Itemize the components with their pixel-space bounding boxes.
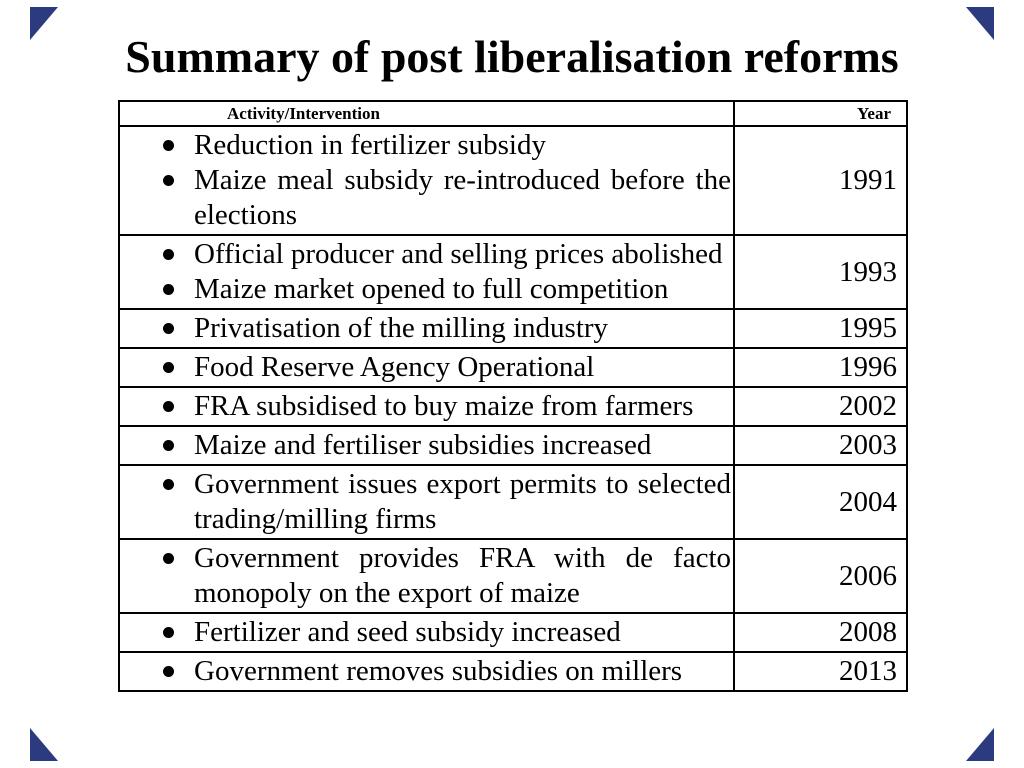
year-value: 2006 [839,559,897,592]
bullet-list: Official producer and selling prices abo… [120,237,733,307]
bullet-text: Privatisation of the milling industry [194,312,609,344]
table-row: Fertilizer and seed subsidy increased 20… [118,612,908,653]
bullet-icon [163,284,174,295]
year-cell: 1995 [733,308,908,349]
year-cell: 2002 [733,386,908,427]
bullet-list: FRA subsidised to buy maize from farmers [120,389,733,424]
year-cell: 1993 [733,234,908,310]
bullet-text: Maize and fertiliser subsidies increased [194,429,652,461]
bullet-list: Maize and fertiliser subsidies increased [120,428,733,463]
table-row: Reduction in fertilizer subsidy Maize me… [118,125,908,236]
year-value: 1991 [839,164,897,196]
table-row: Official producer and selling prices abo… [118,234,908,310]
bullet-icon [163,140,174,151]
column-header-activity: Activity/Intervention [118,100,735,127]
bullet-icon [163,323,174,334]
bullet-text: Government issues export permits to sele… [194,468,731,535]
bullet-list: Government removes subsidies on millers [120,654,733,689]
activity-cell: Food Reserve Agency Operational [118,347,735,388]
year-value: 1996 [839,351,897,383]
list-item: Government provides FRA with de facto mo… [120,541,733,611]
bullet-list: Reduction in fertilizer subsidy Maize me… [120,128,733,233]
activity-cell: Government provides FRA with de facto mo… [118,538,735,614]
activity-cell: Reduction in fertilizer subsidy Maize me… [118,125,735,236]
list-item: Maize market opened to full competition [120,272,733,307]
list-item: Government issues export permits to sele… [120,467,733,537]
bullet-list: Fertilizer and seed subsidy increased [120,615,733,650]
bullet-icon [163,175,174,186]
bullet-icon [163,249,174,260]
bullet-text: Maize market opened to full competition [194,273,669,305]
year-value: 2003 [839,429,897,461]
list-item: Official producer and selling prices abo… [120,237,733,272]
activity-cell: Maize and fertiliser subsidies increased [118,425,735,466]
list-item: Government removes subsidies on millers [120,654,733,689]
bullet-list: Food Reserve Agency Operational [120,350,733,385]
table-row: FRA subsidised to buy maize from farmers… [118,386,908,427]
activity-cell: Government removes subsidies on millers [118,651,735,692]
year-cell: 2004 [733,464,908,540]
year-cell: 1991 [733,125,908,236]
list-item: Reduction in fertilizer subsidy [120,128,733,163]
table-row: Government provides FRA with de facto mo… [118,538,908,614]
bullet-text: Government provides FRA with de facto mo… [194,542,731,609]
table-header: Activity/Intervention Year [118,100,908,127]
corner-triangle-top-left [30,7,58,40]
corner-triangle-bottom-left [30,728,58,761]
corner-triangle-bottom-right [966,728,994,761]
year-cell: 1996 [733,347,908,388]
bullet-text: Official producer and selling prices abo… [194,238,723,270]
page-title: Summary of post liberalisation reforms [125,31,899,82]
activity-cell: Government issues export permits to sele… [118,464,735,540]
bullet-icon [163,440,174,451]
list-item: Fertilizer and seed subsidy increased [120,615,733,650]
list-item: Food Reserve Agency Operational [120,350,733,385]
list-item: Privatisation of the milling industry [120,311,733,346]
bullet-text: Maize meal subsidy re-introduced before … [194,164,731,231]
bullet-text: Government removes subsidies on millers [194,655,683,687]
bullet-text: Fertilizer and seed subsidy increased [194,616,621,648]
table-header-row: Activity/Intervention Year [118,100,908,127]
bullet-text: Reduction in fertilizer subsidy [194,129,546,161]
year-cell: 2013 [733,651,908,692]
activity-cell: Fertilizer and seed subsidy increased [118,612,735,653]
list-item: FRA subsidised to buy maize from farmers [120,389,733,424]
bullet-icon [163,553,174,564]
bullet-list: Privatisation of the milling industry [120,311,733,346]
table-row: Privatisation of the milling industry 19… [118,308,908,349]
bullet-list: Government issues export permits to sele… [120,467,733,537]
year-cell: 2003 [733,425,908,466]
bullet-icon [163,666,174,677]
list-item: Maize and fertiliser subsidies increased [120,428,733,463]
table-body: Reduction in fertilizer subsidy Maize me… [118,125,908,692]
table-row: Maize and fertiliser subsidies increased… [118,425,908,466]
list-item: Maize meal subsidy re-introduced before … [120,163,733,233]
table-row: Government removes subsidies on millers … [118,651,908,692]
activity-cell: FRA subsidised to buy maize from farmers [118,386,735,427]
bullet-text: FRA subsidised to buy maize from farmers [194,390,694,422]
table-row: Government issues export permits to sele… [118,464,908,540]
bullet-icon [163,627,174,638]
bullet-icon [163,362,174,373]
table-row: Food Reserve Agency Operational 1996 [118,347,908,388]
bullet-text: Food Reserve Agency Operational [194,351,595,383]
bullet-list: Government provides FRA with de facto mo… [120,541,733,611]
reforms-table: Activity/Intervention Year Reduction in … [118,100,908,692]
activity-cell: Official producer and selling prices abo… [118,234,735,310]
year-value: 2004 [839,485,897,518]
year-cell: 2006 [733,538,908,614]
year-value: 2013 [839,655,897,687]
year-value: 1995 [839,312,897,344]
activity-cell: Privatisation of the milling industry [118,308,735,349]
column-header-year: Year [733,100,908,127]
year-value: 1993 [839,255,897,288]
year-cell: 2008 [733,612,908,653]
year-value: 2008 [839,616,897,648]
bullet-icon [163,401,174,412]
corner-triangle-top-right [966,7,994,40]
year-value: 2002 [839,390,897,422]
bullet-icon [163,479,174,490]
